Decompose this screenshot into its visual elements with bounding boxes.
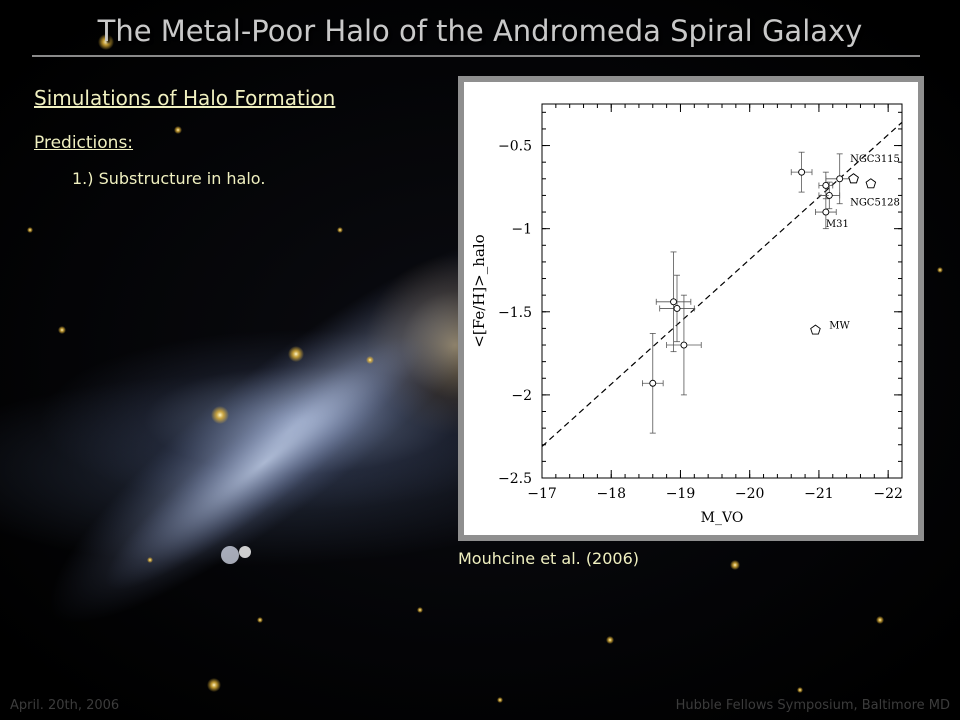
data-point <box>818 181 841 210</box>
point-marker <box>822 208 830 216</box>
x-tick-label: −20 <box>735 486 765 502</box>
x-tick-label: −22 <box>873 486 903 502</box>
predictions-label: Predictions: <box>34 133 134 153</box>
point-marker <box>836 175 844 183</box>
y-axis-label: <[Fe/H]>_halo <box>470 234 488 347</box>
bullet-item: 1.) Substructure in halo. <box>72 169 266 188</box>
pentagon-marker <box>810 324 821 335</box>
y-tick-label: −0.5 <box>498 139 532 155</box>
point-annotation: M31 <box>826 219 849 230</box>
x-tick-label: −21 <box>804 486 834 502</box>
figure-caption: Mouhcine et al. (2006) <box>458 549 640 568</box>
point-annotation: NGC3115 <box>850 154 900 165</box>
metallicity-plot: −17 −18 −19 −20 −21 −22 −0.5 −1 −1.5 −2 −2.5 M_VO <[… <box>470 103 903 526</box>
point-annotation: MW <box>829 320 850 331</box>
data-point <box>641 332 664 434</box>
point-marker <box>822 181 830 189</box>
data-point <box>666 294 702 396</box>
pentagon-marker <box>848 173 859 184</box>
section-heading: Simulations of Halo Formation <box>34 86 336 110</box>
title-divider <box>32 55 920 57</box>
point-marker <box>649 379 657 387</box>
y-tick-label: −2 <box>511 388 532 404</box>
x-tick-label: −18 <box>596 486 626 502</box>
point-annotation: NGC5128 <box>850 197 900 208</box>
point-marker <box>670 298 677 306</box>
x-tick-label: −17 <box>527 486 557 502</box>
data-point <box>818 171 834 200</box>
y-tick-label: −1 <box>511 222 532 238</box>
plot-frame <box>541 103 903 479</box>
data-point <box>655 251 692 353</box>
x-axis-label: M_VO <box>701 510 744 526</box>
data-point <box>815 195 837 230</box>
point-marker <box>680 341 688 349</box>
pentagon-marker <box>865 178 877 189</box>
slide-title: The Metal-Poor Halo of the Andromeda Spi… <box>97 14 863 48</box>
footer-venue: Hubble Fellows Symposium, Baltimore MD <box>675 698 950 713</box>
figure-frame: −17 −18 −19 −20 −21 −22 −0.5 −1 −1.5 −2 −2.5 M_VO <[… <box>458 76 924 541</box>
point-marker <box>798 168 806 176</box>
x-tick-label: −19 <box>666 486 696 502</box>
data-point <box>659 274 695 343</box>
data-point <box>790 151 813 193</box>
point-marker <box>673 305 681 312</box>
footer-date: April. 20th, 2006 <box>10 698 120 713</box>
fit-line <box>541 121 903 447</box>
y-tick-label: −2.5 <box>498 471 532 487</box>
y-tick-label: −1.5 <box>498 305 532 321</box>
figure-panel: −17 −18 −19 −20 −21 −22 −0.5 −1 −1.5 −2 −2.5 M_VO <[… <box>464 82 918 535</box>
